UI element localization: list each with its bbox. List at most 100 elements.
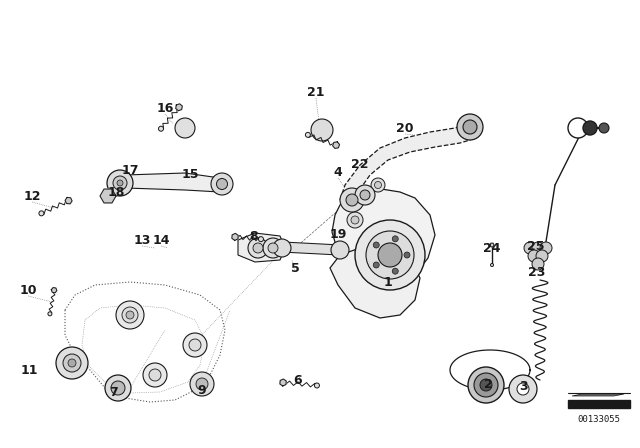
Polygon shape (330, 248, 420, 318)
Circle shape (371, 178, 385, 192)
Bar (568, 400, 630, 408)
Circle shape (331, 241, 349, 259)
Text: 8: 8 (250, 229, 259, 242)
Circle shape (392, 236, 398, 242)
Circle shape (373, 242, 380, 248)
Text: 2: 2 (484, 378, 492, 391)
Text: 21: 21 (307, 86, 324, 99)
Text: 19: 19 (330, 228, 347, 241)
Text: 1: 1 (383, 276, 392, 289)
Circle shape (117, 180, 123, 186)
Circle shape (149, 369, 161, 381)
Text: 13: 13 (133, 233, 150, 246)
Circle shape (314, 383, 319, 388)
Circle shape (63, 354, 81, 372)
Circle shape (39, 211, 44, 216)
Circle shape (404, 252, 410, 258)
Circle shape (189, 339, 201, 351)
Circle shape (116, 301, 144, 329)
Polygon shape (490, 243, 494, 247)
Circle shape (126, 311, 134, 319)
Text: 16: 16 (156, 102, 173, 115)
Text: 25: 25 (527, 241, 545, 254)
Circle shape (248, 238, 268, 258)
Text: 11: 11 (20, 363, 38, 376)
Circle shape (268, 243, 278, 253)
Polygon shape (332, 188, 435, 288)
Circle shape (457, 114, 483, 140)
Text: 20: 20 (396, 121, 413, 134)
Circle shape (480, 379, 492, 391)
Circle shape (373, 262, 380, 268)
Circle shape (463, 120, 477, 134)
Polygon shape (238, 233, 285, 262)
Polygon shape (51, 288, 57, 293)
Circle shape (355, 185, 375, 205)
Circle shape (159, 126, 163, 131)
Circle shape (355, 220, 425, 290)
Polygon shape (176, 104, 182, 111)
Text: 14: 14 (152, 233, 170, 246)
Circle shape (599, 123, 609, 133)
Circle shape (374, 181, 381, 189)
Circle shape (532, 242, 544, 254)
Polygon shape (333, 142, 340, 148)
Circle shape (113, 176, 127, 190)
Circle shape (196, 378, 208, 390)
Circle shape (259, 237, 264, 241)
Circle shape (536, 250, 548, 262)
Circle shape (122, 307, 138, 323)
Text: 24: 24 (483, 241, 500, 254)
Circle shape (48, 312, 52, 316)
Text: 10: 10 (19, 284, 36, 297)
Text: 18: 18 (108, 186, 125, 199)
Polygon shape (280, 379, 286, 386)
Polygon shape (65, 198, 72, 204)
Text: 6: 6 (294, 374, 302, 387)
Circle shape (347, 212, 363, 228)
Text: 17: 17 (121, 164, 139, 177)
Circle shape (351, 216, 359, 224)
Text: 4: 4 (333, 165, 342, 178)
Circle shape (311, 119, 333, 141)
Text: 7: 7 (109, 387, 117, 400)
Text: 22: 22 (351, 158, 369, 171)
Circle shape (305, 132, 310, 138)
Polygon shape (340, 124, 470, 205)
Circle shape (190, 372, 214, 396)
Polygon shape (108, 173, 225, 192)
Circle shape (273, 239, 291, 257)
Polygon shape (572, 394, 624, 396)
Circle shape (68, 359, 76, 367)
Circle shape (509, 375, 537, 403)
Circle shape (346, 194, 358, 206)
Circle shape (253, 243, 263, 253)
Circle shape (366, 231, 414, 279)
Circle shape (56, 347, 88, 379)
Circle shape (524, 242, 536, 254)
Text: 9: 9 (198, 383, 206, 396)
Circle shape (583, 121, 597, 135)
Circle shape (468, 367, 504, 403)
Circle shape (540, 242, 552, 254)
Text: 15: 15 (181, 168, 199, 181)
Circle shape (392, 268, 398, 274)
Circle shape (517, 383, 529, 395)
Circle shape (532, 258, 544, 270)
Circle shape (105, 375, 131, 401)
Circle shape (340, 188, 364, 212)
Circle shape (474, 373, 498, 397)
Text: 23: 23 (528, 267, 546, 280)
Circle shape (490, 263, 493, 267)
Circle shape (107, 170, 133, 196)
Text: 12: 12 (23, 190, 41, 203)
Text: 3: 3 (520, 380, 528, 393)
Circle shape (378, 243, 402, 267)
Circle shape (183, 333, 207, 357)
Circle shape (568, 118, 588, 138)
Text: 00133055: 00133055 (577, 415, 621, 425)
Polygon shape (100, 189, 116, 203)
Circle shape (143, 363, 167, 387)
Circle shape (175, 118, 195, 138)
Circle shape (263, 238, 283, 258)
